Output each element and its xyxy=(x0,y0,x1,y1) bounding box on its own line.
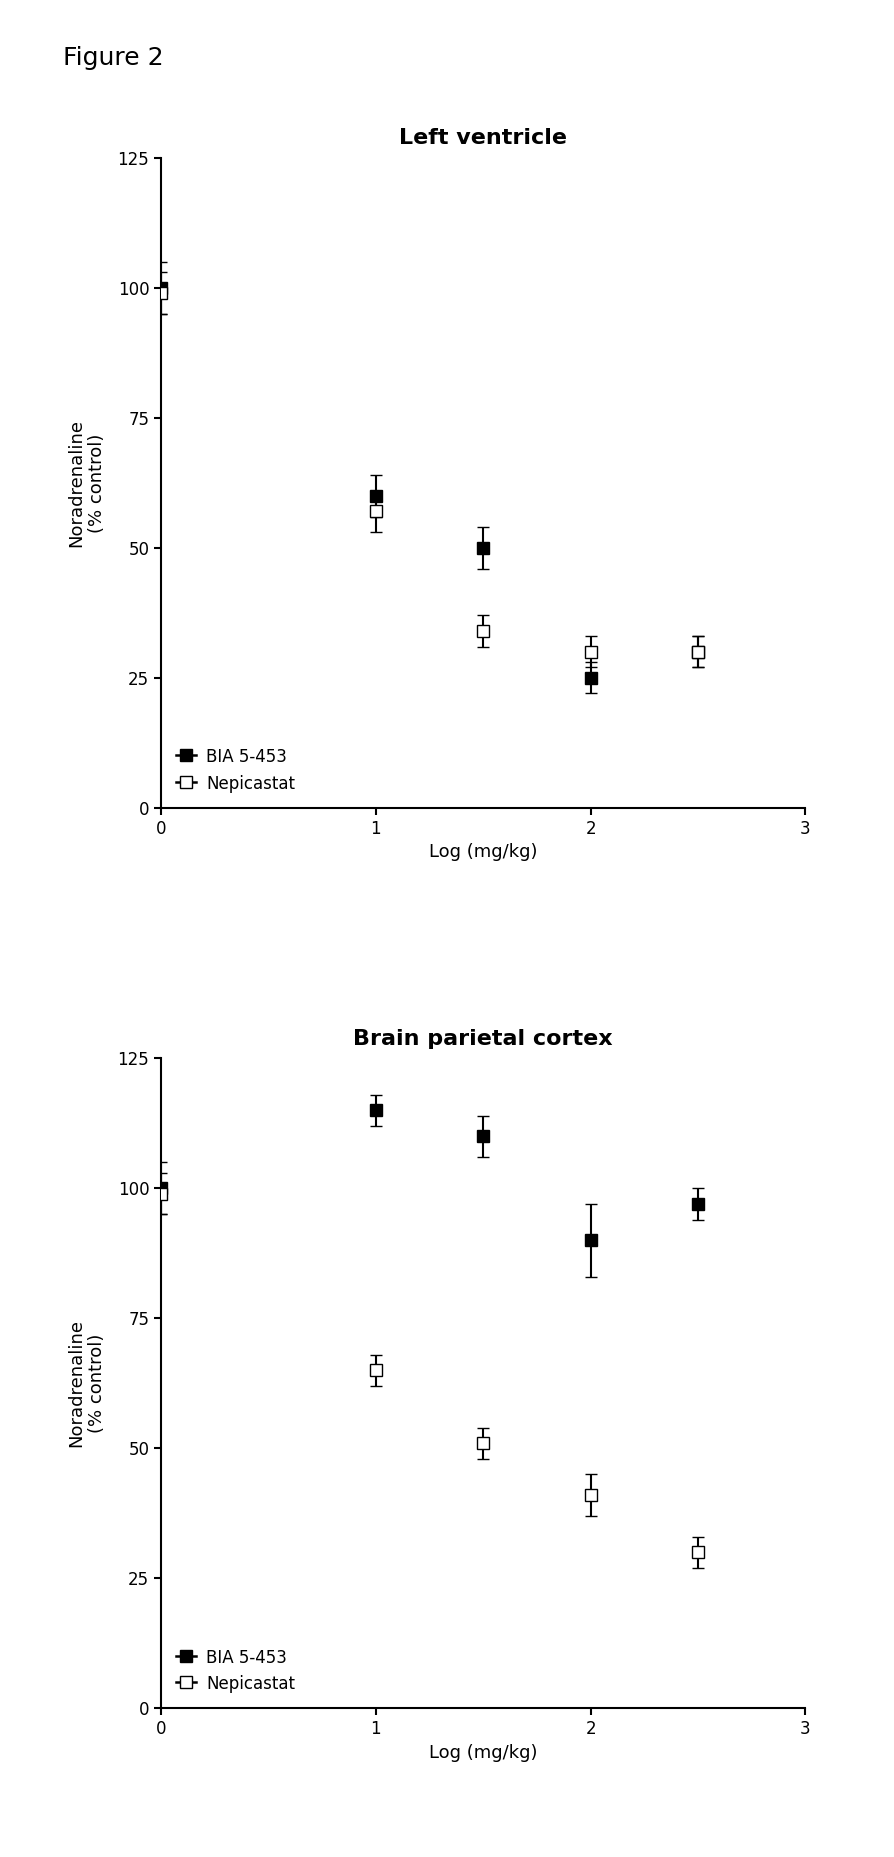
Y-axis label: Noradrenaline
(% control): Noradrenaline (% control) xyxy=(68,420,106,546)
Legend: BIA 5-453, Nepicastat: BIA 5-453, Nepicastat xyxy=(169,1642,301,1701)
Title: Left ventricle: Left ventricle xyxy=(399,128,567,149)
X-axis label: Log (mg/kg): Log (mg/kg) xyxy=(428,1744,537,1762)
Legend: BIA 5-453, Nepicastat: BIA 5-453, Nepicastat xyxy=(169,741,301,800)
Y-axis label: Noradrenaline
(% control): Noradrenaline (% control) xyxy=(68,1320,106,1447)
X-axis label: Log (mg/kg): Log (mg/kg) xyxy=(428,843,537,862)
Title: Brain parietal cortex: Brain parietal cortex xyxy=(353,1029,612,1049)
Text: Figure 2: Figure 2 xyxy=(63,46,163,71)
